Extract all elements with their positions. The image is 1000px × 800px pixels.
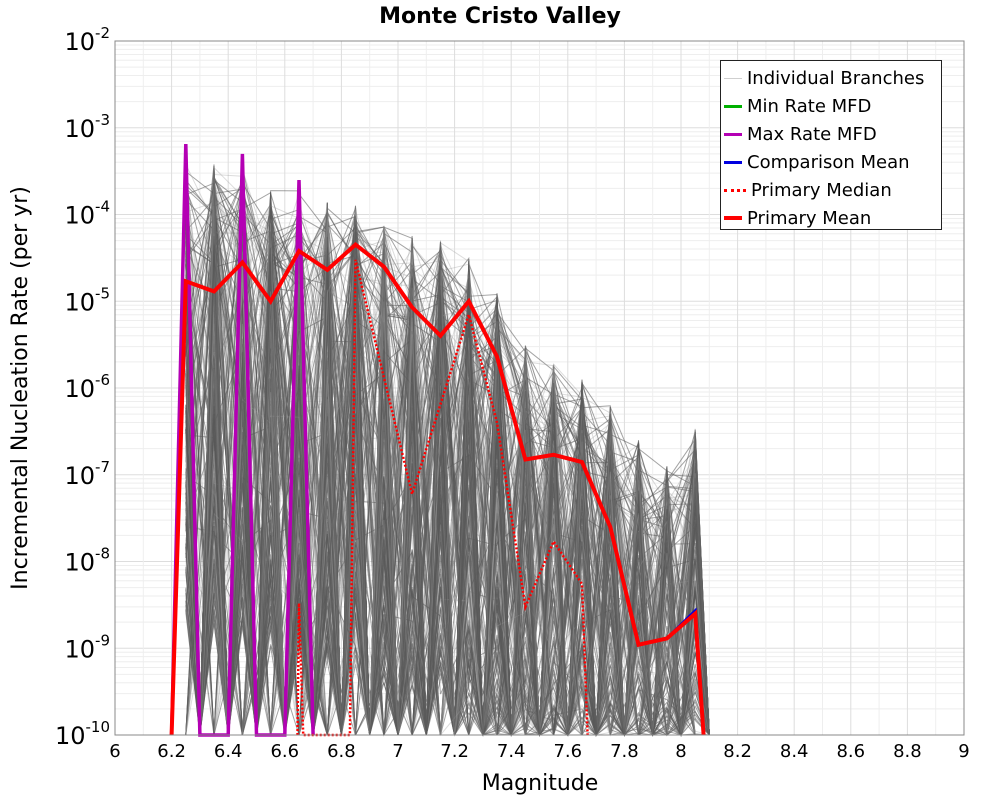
- x-tick-label: 7.6: [553, 741, 582, 762]
- legend-swatch-comparison: [724, 160, 742, 164]
- x-tick-label: 8: [675, 741, 686, 762]
- y-axis-label: Incremental Nucleation Rate (per yr): [8, 186, 33, 590]
- x-tick-label: 6.2: [157, 741, 186, 762]
- x-tick-labels: 6 6.2 6.4 6.6 6.8 7 7.2 7.4 7.6 7.8 8 8.2 8.4 8.6 8.8 9: [109, 741, 969, 762]
- legend-swatch-mean: [724, 216, 742, 220]
- series-lines: [169, 143, 706, 737]
- y-tick-label: 10-9: [64, 631, 110, 663]
- y-tick-label: 10-8: [64, 545, 110, 577]
- legend-label-max: Max Rate MFD: [747, 123, 877, 145]
- series-median: [296, 259, 589, 737]
- legend-label-mean: Primary Mean: [747, 207, 872, 229]
- branch-line: [185, 215, 710, 736]
- y-tick-label: 10-5: [64, 284, 110, 316]
- plot-frame: [114, 40, 965, 736]
- y-tick-label: 10-2: [64, 24, 110, 56]
- legend-item-min: Min Rate MFD: [721, 92, 941, 120]
- x-tick-label: 7.2: [440, 741, 469, 762]
- y-tick-label: 10-7: [64, 458, 110, 490]
- y-tick-labels: 10-10 10-9 10-8 10-7 10-6 10-5 10-4 10-3 10-2: [55, 24, 110, 750]
- legend-swatch-max: [724, 132, 742, 136]
- legend-item-mean: Primary Mean: [721, 204, 941, 232]
- x-tick-label: 8.8: [893, 741, 922, 762]
- legend-label-median: Primary Median: [751, 179, 892, 201]
- chart-title: Monte Cristo Valley: [379, 4, 621, 29]
- x-axis-label: Magnitude: [482, 771, 599, 796]
- y-tick-label: 10-6: [64, 371, 110, 403]
- x-tick-label: 6: [109, 741, 120, 762]
- series-mean: [169, 241, 706, 736]
- legend: Individual Branches Min Rate MFD Max Rat…: [720, 60, 942, 230]
- x-tick-label: 7.8: [610, 741, 639, 762]
- legend-label-comparison: Comparison Mean: [747, 151, 910, 173]
- y-tick-label: 10-4: [64, 198, 110, 230]
- x-tick-label: 9: [958, 741, 969, 762]
- legend-item-median: Primary Median: [721, 176, 941, 204]
- legend-label-min: Min Rate MFD: [747, 95, 872, 117]
- x-tick-label: 8.6: [836, 741, 865, 762]
- legend-swatch-median: [724, 188, 746, 192]
- legend-item-comparison: Comparison Mean: [721, 148, 941, 176]
- x-tick-label: 6.4: [214, 741, 243, 762]
- legend-item-max: Max Rate MFD: [721, 120, 941, 148]
- y-tick-label: 10-10: [55, 718, 110, 750]
- legend-item-branches: Individual Branches: [721, 64, 941, 92]
- y-tick-label: 10-3: [64, 111, 110, 143]
- x-tick-label: 7.4: [497, 741, 526, 762]
- branch-line: [185, 214, 710, 736]
- branch-line: [185, 182, 710, 736]
- x-tick-label: 6.6: [270, 741, 299, 762]
- legend-swatch-branches: [724, 77, 742, 79]
- x-tick-label: 8.4: [780, 741, 809, 762]
- series-max: [169, 143, 315, 737]
- x-tick-label: 6.8: [327, 741, 356, 762]
- x-tick-label: 8.2: [723, 741, 752, 762]
- x-tick-label: 7: [392, 741, 403, 762]
- legend-label-branches: Individual Branches: [747, 67, 925, 89]
- legend-swatch-min: [724, 104, 742, 108]
